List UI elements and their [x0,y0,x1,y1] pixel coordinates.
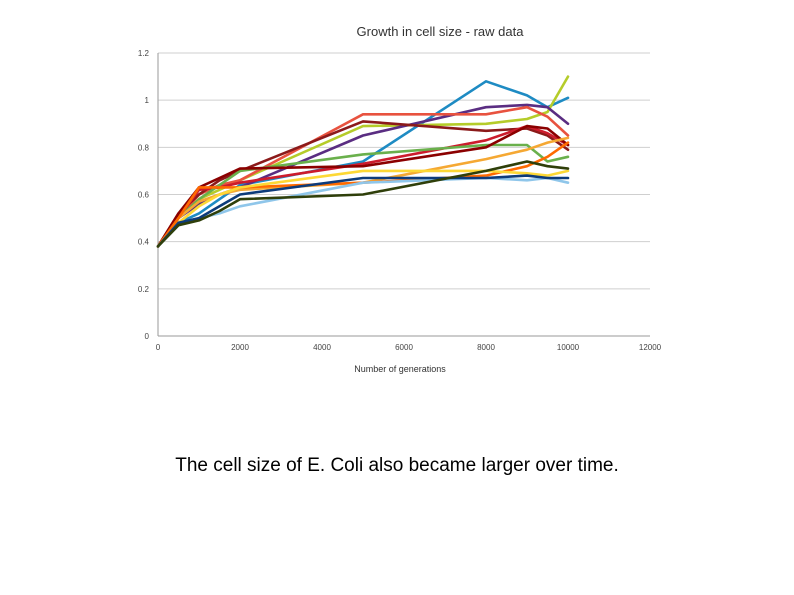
y-tick-label: 0.6 [138,191,150,200]
y-tick-label: 0.2 [138,285,150,294]
y-tick-label: 1.2 [138,49,150,58]
y-tick-label: 0 [145,332,150,341]
x-tick-label: 12000 [639,343,662,352]
y-tick-label: 0.8 [138,143,150,152]
series-line [156,160,570,248]
series-line [156,169,570,248]
y-tick-label: 1 [145,96,150,105]
x-tick-label: 0 [156,343,161,352]
x-tick-label: 8000 [477,343,495,352]
x-axis-label: Number of generations [354,364,446,374]
y-axis-ticks: 0 0.2 0.4 0.6 0.8 1 1.2 [138,49,150,341]
x-tick-label: 2000 [231,343,249,352]
x-tick-label: 6000 [395,343,413,352]
x-tick-label: 4000 [313,343,331,352]
x-axis-ticks: 0 2000 4000 6000 8000 10000 12000 [156,343,662,352]
series-lines [156,75,570,248]
line-chart: Growth in cell size - raw data 0 0.2 0.4 0.… [138,24,662,374]
series-line [156,174,570,248]
slide-caption: The cell size of E. Coli also became lar… [175,455,619,476]
x-tick-label: 10000 [557,343,580,352]
chart-title: Growth in cell size - raw data [357,24,525,39]
series-line [156,124,570,248]
y-tick-label: 0.4 [138,238,150,247]
